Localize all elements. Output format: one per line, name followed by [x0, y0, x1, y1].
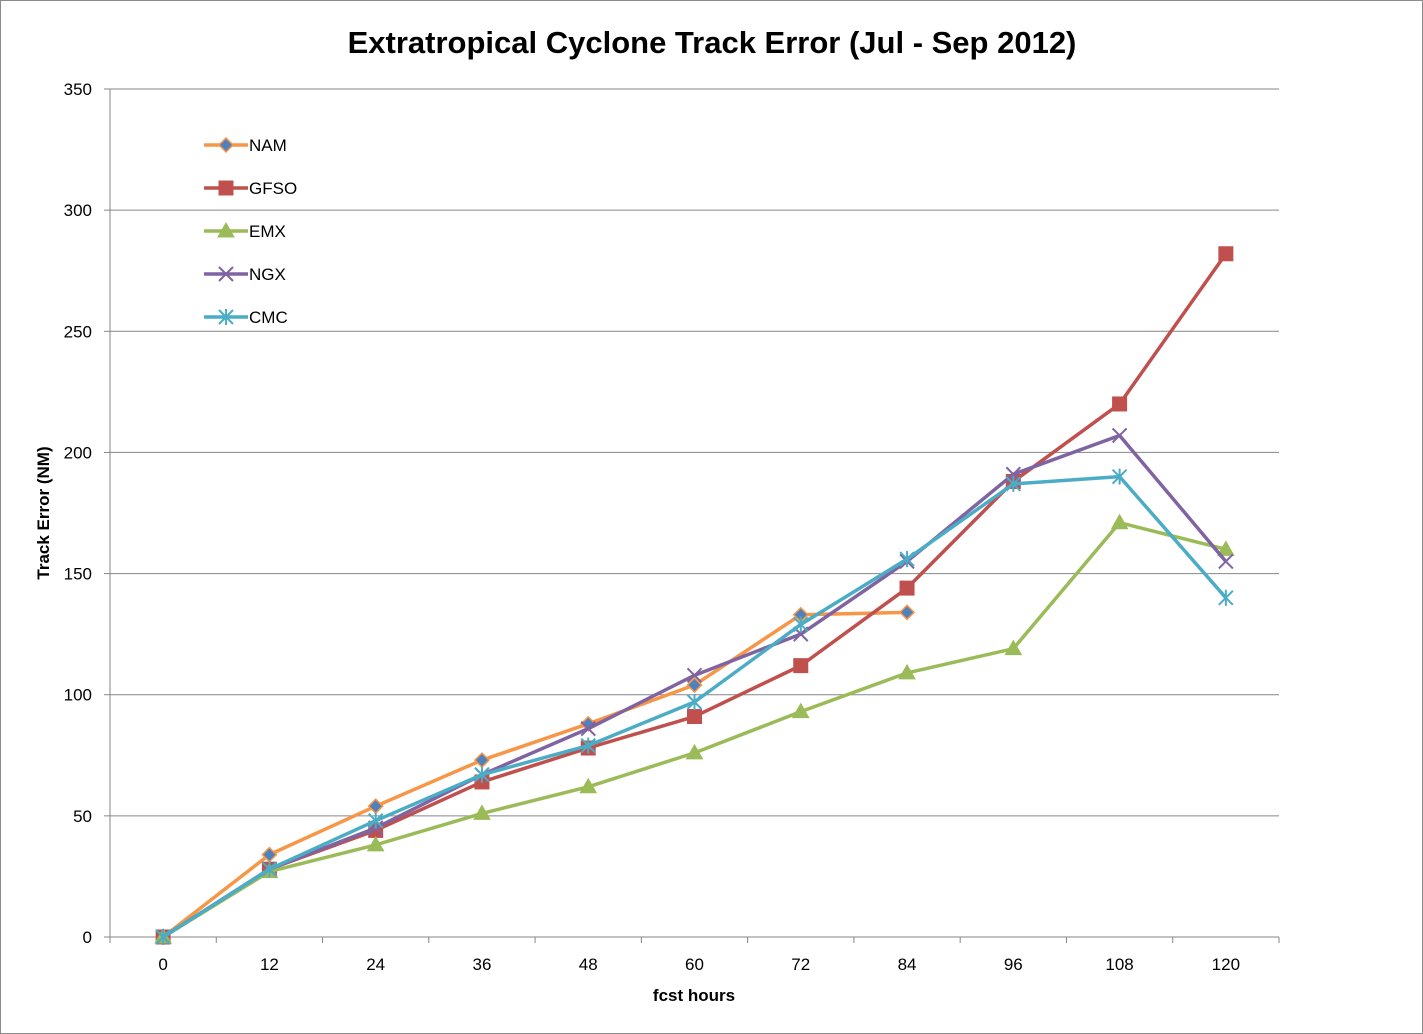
- legend-label: GFSO: [249, 179, 297, 198]
- legend-swatch-marker: [218, 266, 234, 282]
- data-point-gfso: [1218, 246, 1234, 262]
- y-tick-label: 150: [64, 565, 92, 584]
- data-point-ngx: [580, 720, 596, 737]
- x-tick-label: 0: [158, 955, 167, 974]
- data-point-gfso: [1112, 396, 1128, 412]
- series-line-nam: [162, 610, 908, 939]
- data-point-emx: [579, 777, 598, 794]
- chart-title: Extratropical Cyclone Track Error (Jul -…: [348, 25, 1077, 60]
- data-point-gfso: [687, 709, 702, 725]
- data-point-cmc: [899, 551, 915, 568]
- marker-stroke: [1111, 427, 1128, 444]
- y-tick-label: 250: [64, 322, 92, 341]
- data-point-gfso: [793, 658, 809, 674]
- data-point-emx: [791, 702, 810, 719]
- data-point-ngx: [1111, 427, 1128, 444]
- marker-stroke: [218, 266, 234, 282]
- x-tick-label: 108: [1105, 955, 1133, 974]
- data-point-cmc: [686, 693, 703, 710]
- marker-stroke: [686, 667, 703, 684]
- x-axis-title: fcst hours: [653, 986, 735, 1005]
- data-point-cmc: [1218, 589, 1234, 606]
- legend-label: NGX: [249, 265, 286, 284]
- legend-label: EMX: [249, 222, 286, 241]
- legend-swatch-marker: [217, 136, 235, 154]
- x-tick-label: 72: [791, 955, 810, 974]
- data-point-cmc: [793, 616, 809, 633]
- marker-stroke: [1218, 553, 1234, 570]
- legend-entry-cmc: CMC: [204, 308, 288, 327]
- series-emx: [154, 513, 1235, 944]
- data-point-nam: [898, 604, 916, 621]
- data-point-cmc: [367, 812, 384, 829]
- legend-entry-ngx: NGX: [204, 265, 286, 284]
- data-point-emx: [473, 804, 491, 820]
- data-point-nam: [367, 798, 384, 815]
- x-tick-label: 12: [260, 955, 279, 974]
- legend-entry-emx: EMX: [204, 221, 286, 241]
- legend-swatch-marker: [218, 309, 234, 325]
- data-point-nam: [473, 752, 491, 769]
- series-line-gfso: [162, 252, 1228, 939]
- data-point-ngx: [686, 667, 703, 684]
- data-point-emx: [1217, 540, 1235, 556]
- data-point-emx: [366, 835, 385, 852]
- data-point-emx: [685, 743, 704, 760]
- series-cmc: [155, 468, 1234, 945]
- data-point-emx: [1004, 639, 1023, 656]
- x-tick-label: 48: [579, 955, 598, 974]
- data-point-emx: [1110, 513, 1129, 530]
- y-tick-label: 200: [64, 443, 92, 462]
- legend-label: NAM: [249, 136, 287, 155]
- legend-swatch-marker: [218, 180, 234, 196]
- legend-entry-nam: NAM: [204, 136, 287, 155]
- x-tick-label: 24: [366, 955, 385, 974]
- y-tick-label: 350: [64, 80, 92, 99]
- legend-swatch-marker: [217, 221, 235, 238]
- data-point-ngx: [1218, 553, 1234, 570]
- x-tick-label: 36: [472, 955, 491, 974]
- series-nam: [155, 604, 916, 946]
- data-point-emx: [898, 663, 916, 680]
- data-point-cmc: [261, 861, 278, 878]
- x-tick-label: 60: [685, 955, 704, 974]
- x-tick-label: 120: [1212, 955, 1240, 974]
- series-gfso: [155, 246, 1234, 945]
- data-point-cmc: [1005, 475, 1022, 492]
- data-point-gfso: [899, 580, 915, 596]
- y-tick-label: 50: [73, 807, 92, 826]
- y-tick-label: 300: [64, 201, 92, 220]
- gridlines: [110, 88, 1279, 817]
- axes: [104, 88, 1280, 943]
- legend-label: CMC: [249, 308, 288, 327]
- legend: NAM GFSO EMX NGX CMC: [204, 136, 297, 327]
- y-tick-label: 100: [64, 686, 92, 705]
- x-tick-label: 96: [1004, 955, 1023, 974]
- data-point-cmc: [580, 737, 596, 754]
- y-axis-title: Track Error (NM): [34, 446, 53, 579]
- y-tick-label: 0: [83, 928, 92, 947]
- x-tick-label: 84: [898, 955, 917, 974]
- marker-stroke: [580, 720, 596, 737]
- series-line-emx: [162, 520, 1227, 939]
- data-point-cmc: [1111, 468, 1128, 485]
- legend-entry-gfso: GFSO: [204, 179, 297, 198]
- tick-labels: 0 50 100 150 200 250 300 350 0 12 24 36 48 60 72 84 96 10…: [64, 80, 1240, 974]
- data-series: [154, 246, 1235, 946]
- data-point-cmc: [155, 929, 171, 945]
- data-point-nam: [686, 676, 703, 694]
- data-point-cmc: [474, 766, 490, 783]
